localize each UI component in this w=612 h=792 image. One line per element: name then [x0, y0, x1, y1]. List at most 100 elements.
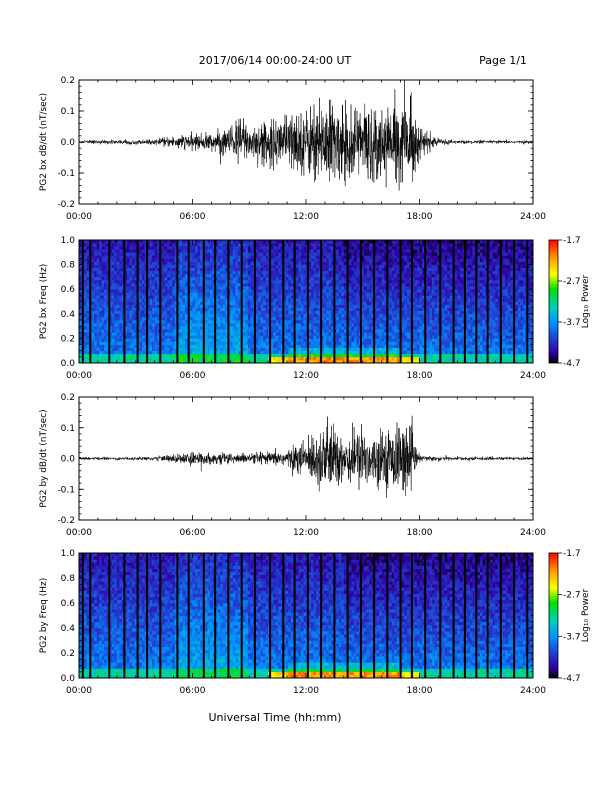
spectrogram-cell — [142, 319, 145, 324]
spectrogram-cell — [149, 276, 153, 281]
spectrogram-cell — [242, 350, 246, 355]
spectrogram-cell — [126, 319, 130, 324]
spectrogram-cell — [167, 240, 171, 244]
spectrogram-cell — [174, 292, 178, 296]
spectrogram-cell — [331, 258, 335, 262]
spectrogram-cell — [321, 243, 324, 247]
spectrogram-cell — [212, 295, 216, 299]
spectrogram-cell — [265, 267, 269, 272]
spectrogram-cell — [323, 264, 327, 268]
spectrogram-cell — [104, 276, 108, 281]
spectrogram-cell — [217, 316, 221, 321]
spectrogram-cell — [144, 264, 148, 268]
spectrogram-cell — [164, 326, 168, 330]
spectrogram-cell — [192, 295, 196, 299]
spectrogram-cell — [245, 252, 249, 256]
spectrogram-cell — [162, 270, 166, 275]
spectrogram-cell — [101, 329, 105, 333]
spectrogram-cell — [131, 332, 135, 336]
spectrogram-cell — [232, 356, 236, 361]
spectrogram-cell — [222, 270, 226, 275]
spectrogram-cell — [295, 335, 299, 339]
spectrogram-cell — [157, 295, 161, 299]
spectrogram-cell — [142, 295, 145, 299]
spectrogram-cell — [260, 353, 264, 358]
spectrogram-cell — [369, 258, 372, 262]
spectrogram-cell — [298, 359, 302, 364]
spectrogram-cell — [184, 258, 188, 262]
spectrogram-cell — [338, 292, 342, 296]
spectrogram-cell — [116, 289, 120, 293]
spectrogram-cell — [94, 353, 97, 358]
spectrogram-cell — [172, 341, 176, 345]
spectrogram-cell — [94, 289, 97, 293]
spectrogram-cell — [235, 356, 239, 361]
spectrogram-cell — [154, 316, 158, 321]
spectrogram-cell — [184, 289, 188, 293]
spectrogram-cell — [250, 356, 254, 361]
spectrogram-cell — [336, 335, 340, 339]
spectrogram-cell — [144, 310, 148, 315]
spectrogram-cell — [167, 286, 171, 290]
spectrogram-cell — [366, 255, 370, 259]
spectrogram-cell — [237, 252, 241, 256]
spectrogram-cell — [356, 279, 360, 284]
spectrogram-cell — [111, 286, 115, 290]
spectrogram-cell — [134, 279, 138, 284]
spectrogram-cell — [225, 276, 229, 281]
spectrogram-cell — [288, 307, 292, 312]
spectrogram-cell — [116, 261, 120, 265]
spectrogram-cell — [184, 359, 188, 364]
spectrogram-cell — [134, 255, 138, 259]
spectrogram-cell — [353, 255, 357, 259]
spectrogram-cell — [139, 323, 143, 327]
spectrogram-cell — [283, 304, 287, 308]
spectrogram-cell — [114, 344, 118, 348]
spectrogram-cell — [192, 240, 196, 244]
spectrogram-cell — [195, 261, 198, 265]
spectrogram-cell — [232, 335, 236, 339]
spectrogram-cell — [364, 353, 367, 358]
spectrogram-cell — [245, 344, 249, 348]
spectrogram-cell — [318, 243, 322, 247]
spectrogram-cell — [99, 258, 102, 262]
spectrogram-cell — [79, 286, 82, 290]
spectrogram-cell — [308, 329, 312, 333]
spectrogram-cell — [205, 332, 208, 336]
spectrogram-cell — [197, 307, 201, 312]
spectrogram-cell — [379, 304, 382, 308]
spectrogram-cell — [379, 240, 382, 244]
spectrogram-cell — [162, 292, 166, 296]
spectrogram-cell — [311, 270, 314, 275]
spectrogram-cell — [348, 323, 352, 327]
spectrogram-cell — [205, 292, 208, 296]
spectrogram-cell — [384, 258, 388, 262]
spectrogram-cell — [111, 273, 115, 278]
spectrogram-cell — [283, 252, 287, 256]
spectrogram-cell — [164, 350, 168, 355]
spectrogram-cell — [328, 356, 332, 361]
spectrogram-cell — [361, 298, 365, 302]
spectrogram-cell — [316, 246, 319, 250]
spectrogram-cell — [338, 347, 342, 352]
spectrogram-cell — [348, 240, 352, 244]
spectrogram-cell — [106, 316, 110, 321]
spectrogram-cell — [104, 304, 108, 308]
spectrogram-cell — [232, 313, 236, 318]
spectrogram-cell — [247, 267, 251, 272]
spectrogram-cell — [311, 276, 314, 281]
spectrogram-cell — [91, 356, 95, 361]
spectrogram-cell — [207, 273, 211, 278]
spectrogram-cell — [119, 249, 123, 253]
spectrogram-cell — [94, 301, 97, 305]
spectrogram-cell — [255, 292, 259, 296]
spectrogram-cell — [366, 261, 370, 265]
spectrogram-cell — [217, 273, 221, 278]
spectrogram-cell — [215, 356, 219, 361]
spectrogram-cell — [142, 350, 145, 355]
spectrogram-cell — [263, 255, 266, 259]
spectrogram-cell — [86, 319, 90, 324]
spectrogram-cell — [376, 273, 380, 278]
spectrogram-cell — [121, 240, 125, 244]
spectrogram-cell — [341, 347, 345, 352]
